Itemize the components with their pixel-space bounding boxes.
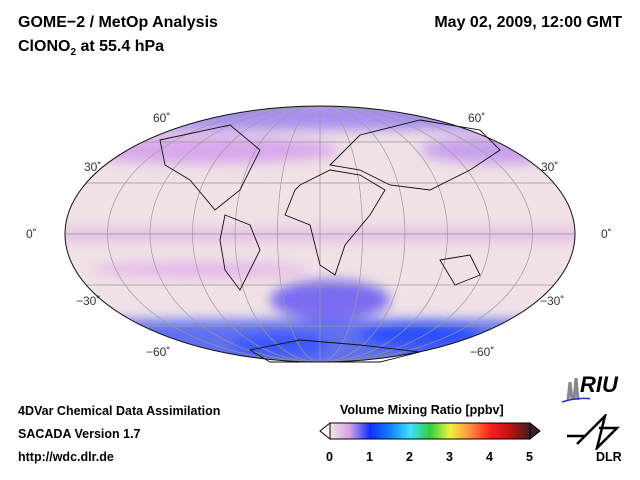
lat-label-right: −60˚ [470,345,495,359]
colorbar-tick-label: 0 [326,450,333,464]
species-subscript: 2 [70,47,77,59]
footer-line-1: 4DVar Chemical Data Assimilation [18,404,221,418]
lat-label-left: 30˚ [84,160,102,174]
colorbar-tick-label: 2 [406,450,413,464]
colorbar-title: Volume Mixing Ratio [ppbv] [340,403,504,417]
lat-label-right: 0˚ [601,227,612,241]
species-level: ClONO2 at 55.4 hPa [18,38,164,58]
lat-label-left: −30˚ [76,294,101,308]
riu-logo: RIU [580,372,618,397]
coastlines [159,119,501,363]
colorbar-tick-label: 1 [366,450,373,464]
colorbar-tick-label: 4 [486,450,493,464]
dlr-logo-icon [567,414,621,450]
lat-label-right: 60˚ [468,111,486,125]
footer-url: http://wdc.dlr.de [18,450,114,464]
riu-tower-icon [561,377,590,403]
graticule [65,106,575,362]
level: at 55.4 hPa [76,38,165,55]
colorbar-min-arrow [319,421,331,441]
lat-label-right: −30˚ [540,294,565,308]
colorbar-tick-label: 5 [526,450,533,464]
dlr-logo-text: DLR [596,450,622,464]
map-border [64,105,576,363]
species: ClONO [18,38,71,55]
lat-label-left: −60˚ [146,345,171,359]
colorbar-max-arrow [529,421,541,441]
colorbar-gradient [329,422,531,440]
lat-label-left: 60˚ [153,111,171,125]
figure-title: GOME−2 / MetOp Analysis [18,14,218,31]
datetime: May 02, 2009, 12:00 GMT [434,14,622,31]
colorbar [319,421,541,441]
colorbar-tick-label: 3 [446,450,453,464]
lat-label-left: 0˚ [26,227,37,241]
footer-line-2: SACADA Version 1.7 [18,427,141,441]
lat-label-right: 30˚ [541,160,559,174]
